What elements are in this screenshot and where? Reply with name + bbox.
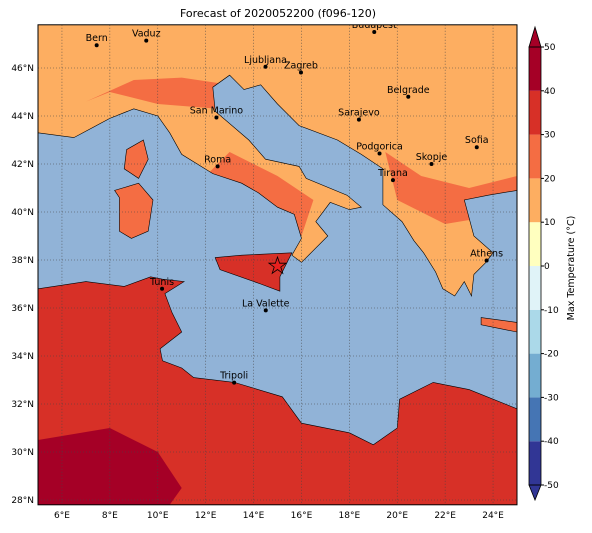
city-marker <box>356 117 361 122</box>
city-label: Sofia <box>465 135 489 146</box>
city-label: Athens <box>470 248 503 259</box>
city-label: Tripoli <box>219 371 248 382</box>
y-tick-label: 44°N <box>11 112 34 122</box>
colorbar-bin <box>529 441 541 485</box>
city-marker <box>406 94 411 99</box>
warm-area <box>85 77 230 109</box>
colorbar-tick-label: 40 <box>544 87 556 97</box>
map-title: Forecast of 2020052200 (f096-120) <box>180 7 376 20</box>
y-tick-label: 30°N <box>11 448 34 458</box>
colorbar-bin <box>529 309 541 354</box>
x-tick-label: 20°E <box>386 511 408 521</box>
star-marker <box>267 255 288 275</box>
x-tick-label: 6°E <box>54 511 70 521</box>
colorbar-tick-label: 0 <box>544 262 550 272</box>
colorbar-tick-label: -30 <box>544 393 559 403</box>
y-tick-label: 42°N <box>11 160 34 170</box>
city-marker <box>263 64 268 69</box>
city-marker <box>390 178 395 183</box>
city-label: Bern <box>86 33 108 44</box>
x-tick-label: 22°E <box>434 511 456 521</box>
colorbar-tick-label: 10 <box>544 218 556 228</box>
colorbar-extend <box>528 484 542 502</box>
island <box>480 317 517 333</box>
colorbar-tick-label: -40 <box>544 437 559 447</box>
city-label: Tirana <box>377 168 408 179</box>
city-marker <box>144 38 149 43</box>
x-tick-label: 18°E <box>339 511 361 521</box>
city-label: Podgorica <box>356 141 403 152</box>
y-tick-label: 46°N <box>11 64 34 74</box>
city-label: San Marino <box>190 105 243 116</box>
city-marker <box>298 70 303 75</box>
y-tick-label: 40°N <box>11 208 34 218</box>
city-marker <box>484 258 489 263</box>
colorbar-tick-label: -10 <box>544 306 559 316</box>
colorbar-bin <box>529 397 541 442</box>
x-tick-label: 12°E <box>195 511 217 521</box>
colorbar-bin <box>529 134 541 179</box>
island <box>214 252 293 292</box>
city-label: Ljubljana <box>244 55 287 66</box>
city-marker <box>214 115 219 120</box>
colorbar-tick-label: 30 <box>544 131 556 141</box>
colorbar-bin <box>529 90 541 135</box>
colorbar-bin <box>529 266 541 310</box>
colorbar-tick-label: 20 <box>544 174 556 184</box>
city-label: Sarajevo <box>338 108 380 119</box>
city-marker <box>160 286 165 291</box>
city-label: Roma <box>204 154 231 165</box>
y-tick-label: 38°N <box>11 256 34 266</box>
city-marker <box>215 164 220 169</box>
x-tick-label: 16°E <box>291 511 313 521</box>
colorbar-tick-label: 50 <box>544 43 556 53</box>
city-marker <box>377 151 382 156</box>
city-marker <box>429 162 434 166</box>
city-label: Vaduz <box>132 29 161 40</box>
y-tick-label: 32°N <box>11 400 34 410</box>
city-marker <box>94 43 99 48</box>
city-label: Tunis <box>149 277 174 288</box>
colorbar-tick-label: -50 <box>544 481 559 491</box>
x-tick-label: 24°E <box>482 511 504 521</box>
city-label: Budapest <box>352 20 397 31</box>
city-label: Skopje <box>416 152 448 163</box>
y-tick-label: 28°N <box>11 496 34 506</box>
y-tick-label: 36°N <box>11 304 34 314</box>
map-frame <box>37 24 518 506</box>
x-tick-label: 14°E <box>243 511 265 521</box>
city-marker <box>372 30 377 34</box>
city-label: Belgrade <box>387 85 430 96</box>
city-label: La Valette <box>242 298 290 309</box>
colorbar-bin <box>529 222 541 266</box>
city-marker <box>232 380 237 385</box>
city-label: Zagreb <box>284 61 318 72</box>
city-marker <box>263 308 268 313</box>
colorbar-label: Max Temperature (°C) <box>566 216 577 321</box>
x-tick-label: 8°E <box>102 511 118 521</box>
city-marker <box>474 145 479 150</box>
colorbar-bin <box>529 178 541 223</box>
island <box>123 139 149 179</box>
colorbar-extend <box>528 25 542 48</box>
colorbar-bin <box>529 47 541 91</box>
colorbar-tick-label: -20 <box>544 350 559 360</box>
island <box>114 182 154 239</box>
colorbar-bin <box>529 353 541 398</box>
x-tick-label: 10°E <box>147 511 169 521</box>
y-tick-label: 34°N <box>11 352 34 362</box>
